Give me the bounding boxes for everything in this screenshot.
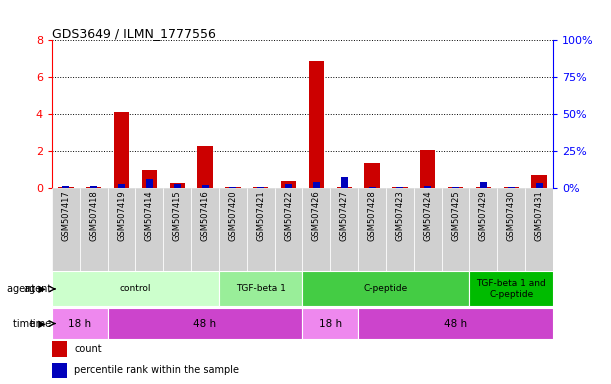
Bar bbox=[442, 188, 469, 271]
Bar bbox=[285, 184, 292, 188]
Bar bbox=[424, 186, 431, 188]
Bar bbox=[52, 271, 219, 306]
Bar bbox=[52, 341, 67, 357]
Bar bbox=[146, 179, 153, 188]
Bar bbox=[114, 113, 129, 188]
Bar bbox=[257, 187, 264, 188]
Text: GSM507415: GSM507415 bbox=[173, 190, 181, 241]
Bar bbox=[480, 182, 487, 188]
Text: time: time bbox=[30, 318, 52, 329]
Bar bbox=[469, 271, 553, 306]
Bar bbox=[331, 188, 358, 271]
Bar bbox=[163, 188, 191, 271]
Text: agent: agent bbox=[24, 284, 52, 294]
Bar bbox=[52, 188, 80, 271]
Text: GSM507423: GSM507423 bbox=[395, 190, 404, 242]
Text: 18 h: 18 h bbox=[319, 318, 342, 329]
Bar bbox=[302, 308, 358, 339]
Text: GSM507420: GSM507420 bbox=[229, 190, 237, 241]
Text: 48 h: 48 h bbox=[194, 318, 216, 329]
Bar bbox=[525, 188, 553, 271]
Bar bbox=[476, 187, 491, 188]
Bar bbox=[86, 187, 101, 188]
Text: GSM507427: GSM507427 bbox=[340, 190, 349, 242]
Text: GSM507419: GSM507419 bbox=[117, 190, 126, 241]
Text: GSM507429: GSM507429 bbox=[479, 190, 488, 241]
Bar bbox=[302, 271, 469, 306]
Bar bbox=[497, 188, 525, 271]
Text: GSM507425: GSM507425 bbox=[451, 190, 460, 241]
Text: GSM507430: GSM507430 bbox=[507, 190, 516, 242]
Bar bbox=[136, 188, 163, 271]
Text: percentile rank within the sample: percentile rank within the sample bbox=[75, 366, 240, 376]
Bar bbox=[536, 183, 543, 188]
Bar bbox=[309, 61, 324, 188]
Text: GSM507418: GSM507418 bbox=[89, 190, 98, 242]
Bar bbox=[364, 163, 379, 188]
Bar bbox=[197, 146, 213, 188]
Bar bbox=[58, 187, 73, 188]
Text: GSM507421: GSM507421 bbox=[256, 190, 265, 241]
Bar bbox=[508, 187, 514, 188]
Text: GSM507428: GSM507428 bbox=[368, 190, 376, 242]
Bar bbox=[247, 188, 274, 271]
Bar bbox=[191, 188, 219, 271]
Text: GSM507414: GSM507414 bbox=[145, 190, 154, 241]
Text: GSM507417: GSM507417 bbox=[61, 190, 70, 242]
Bar bbox=[142, 170, 157, 188]
Text: TGF-beta 1 and
C-peptide: TGF-beta 1 and C-peptide bbox=[477, 279, 546, 299]
Bar bbox=[169, 183, 185, 188]
Text: GSM507426: GSM507426 bbox=[312, 190, 321, 242]
Bar bbox=[80, 188, 108, 271]
Bar bbox=[452, 187, 459, 188]
Bar bbox=[52, 308, 108, 339]
Bar bbox=[386, 188, 414, 271]
Bar bbox=[253, 187, 268, 188]
Bar bbox=[219, 188, 247, 271]
Bar bbox=[448, 187, 463, 188]
Text: count: count bbox=[75, 344, 102, 354]
Bar bbox=[225, 187, 241, 188]
Bar bbox=[174, 184, 181, 188]
Bar bbox=[358, 308, 553, 339]
Bar bbox=[341, 177, 348, 188]
Bar bbox=[281, 181, 296, 188]
Bar bbox=[532, 175, 547, 188]
Text: GSM507416: GSM507416 bbox=[200, 190, 210, 242]
Bar bbox=[62, 186, 69, 188]
Bar bbox=[358, 188, 386, 271]
Text: control: control bbox=[120, 285, 151, 293]
Text: GSM507424: GSM507424 bbox=[423, 190, 432, 241]
Bar bbox=[108, 308, 302, 339]
Bar bbox=[52, 363, 67, 378]
Bar bbox=[337, 187, 352, 188]
Bar bbox=[108, 188, 136, 271]
Bar bbox=[392, 187, 408, 188]
Text: agent ▶: agent ▶ bbox=[7, 284, 46, 294]
Bar bbox=[118, 184, 125, 188]
Bar bbox=[90, 186, 97, 188]
Text: GSM507422: GSM507422 bbox=[284, 190, 293, 241]
Text: 18 h: 18 h bbox=[68, 318, 91, 329]
Bar bbox=[202, 185, 208, 188]
Bar bbox=[302, 188, 331, 271]
Text: GSM507431: GSM507431 bbox=[535, 190, 544, 242]
Bar bbox=[397, 187, 403, 188]
Bar bbox=[313, 182, 320, 188]
Bar bbox=[219, 271, 302, 306]
Bar bbox=[274, 188, 302, 271]
Bar bbox=[229, 187, 236, 188]
Text: 48 h: 48 h bbox=[444, 318, 467, 329]
Text: GDS3649 / ILMN_1777556: GDS3649 / ILMN_1777556 bbox=[52, 27, 216, 40]
Bar bbox=[503, 187, 519, 188]
Bar bbox=[469, 188, 497, 271]
Text: time ▶: time ▶ bbox=[13, 318, 46, 329]
Text: C-peptide: C-peptide bbox=[364, 285, 408, 293]
Bar bbox=[414, 188, 442, 271]
Bar bbox=[420, 150, 436, 188]
Text: TGF-beta 1: TGF-beta 1 bbox=[236, 285, 285, 293]
Bar bbox=[368, 187, 376, 188]
